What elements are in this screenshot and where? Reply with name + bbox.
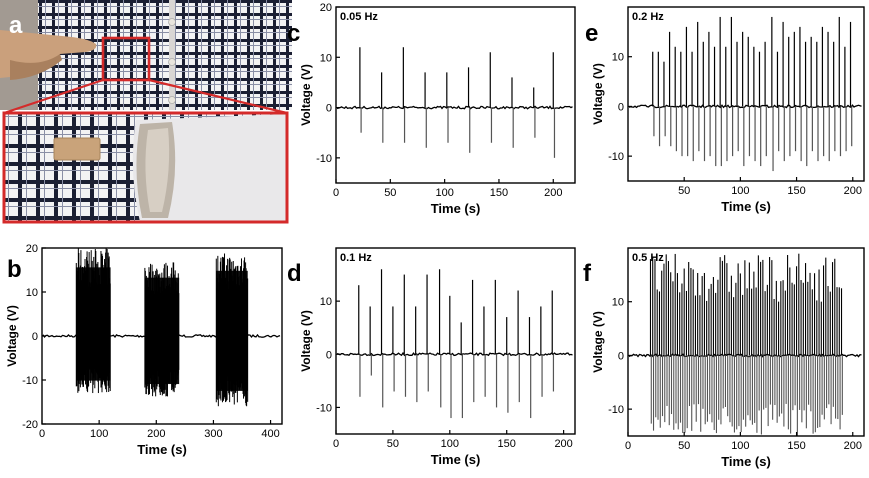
x-tick-label-b: 200 — [147, 428, 165, 440]
y-tick-label-c: 20 — [320, 2, 332, 14]
y-tick-label-e: -10 — [608, 151, 624, 163]
hand-shadow — [10, 54, 62, 80]
x-tick-label-f: 50 — [678, 440, 690, 452]
shirt-button-2 — [168, 58, 176, 66]
chart-b: 0 100 200 300 400 -20 -10 0 10 20 Time (s) Voltage … — [5, 243, 283, 457]
chart-e: 50 100 150 200 -10 0 10 Time (s) Voltage (V) 0.2 … — [591, 6, 865, 214]
panel-label-b: b — [7, 256, 22, 283]
x-axis-label-c: Time (s) — [431, 201, 481, 216]
x-tick-label-b: 100 — [90, 428, 108, 440]
zoom-line-left — [3, 78, 104, 115]
x-tick-label-d: 150 — [498, 438, 516, 450]
x-tick-label-c: 50 — [384, 187, 396, 199]
panel-label-e: e — [585, 20, 599, 47]
y-tick-label-c: 10 — [320, 52, 332, 64]
y-axis-label-d: Voltage (V) — [299, 310, 313, 372]
generator-patch — [53, 137, 101, 161]
x-tick-label-b: 0 — [39, 428, 45, 440]
x-axis-label-d: Time (s) — [431, 452, 481, 467]
axes-frame-c — [335, 6, 576, 184]
electrode-foil-highlight — [145, 128, 170, 212]
panel-label-d: d — [287, 260, 302, 287]
axes-frame-d — [335, 247, 576, 435]
y-axis-label-c: Voltage (V) — [299, 64, 313, 126]
panel-label-c: c — [287, 20, 301, 47]
photo-panel-a — [0, 0, 292, 224]
y-tick-label-c: 0 — [326, 103, 332, 115]
chart-c: 0 50 100 150 200 -10 0 10 20 Time (s) Voltage (V) 0… — [299, 2, 576, 216]
series-baseline-d — [336, 351, 573, 357]
y-tick-label-d: 0 — [326, 349, 332, 361]
zoom-line-right — [148, 78, 288, 115]
burst-b-2 — [215, 253, 249, 407]
x-axis-label-e: Time (s) — [721, 199, 771, 214]
frequency-annotation-f: 0.5 Hz — [632, 252, 664, 264]
axes-frame-e — [627, 6, 865, 182]
x-axis-label-f: Time (s) — [721, 454, 771, 469]
x-tick-label-d: 50 — [387, 438, 399, 450]
y-tick-label-f: 0 — [618, 350, 624, 362]
shirt-checkered — [38, 0, 292, 110]
zoom-frame — [2, 111, 289, 224]
y-tick-label-f: 10 — [612, 297, 624, 309]
x-tick-label-f: 200 — [844, 440, 862, 452]
shirt-button-3 — [168, 96, 176, 104]
x-tick-label-c: 200 — [544, 187, 562, 199]
frequency-annotation-d: 0.1 Hz — [340, 252, 372, 264]
x-tick-label-d: 100 — [441, 438, 459, 450]
chart-f: 0 50 100 150 200 -10 0 10 Time (s) Voltage (V) 0.5… — [591, 247, 865, 469]
x-tick-label-f: 100 — [731, 440, 749, 452]
y-tick-label-b: -20 — [22, 419, 38, 431]
x-axis-label-b: Time (s) — [137, 442, 187, 457]
y-tick-label-b: 10 — [26, 287, 38, 299]
y-tick-label-b: -10 — [22, 375, 38, 387]
series-baseline-e — [628, 104, 862, 109]
shirt-button-1 — [168, 18, 176, 26]
panel-label-a: a — [9, 12, 23, 39]
x-tick-label-b: 400 — [261, 428, 279, 440]
x-tick-label-f: 150 — [787, 440, 805, 452]
zoom-box — [101, 36, 151, 82]
x-tick-label-d: 0 — [333, 438, 339, 450]
y-tick-label-c: -10 — [316, 153, 332, 165]
x-tick-label-c: 150 — [490, 187, 508, 199]
x-tick-label-e: 150 — [787, 185, 805, 197]
y-axis-label-b: Voltage (V) — [5, 305, 19, 367]
axes-frame-f — [627, 247, 865, 437]
x-tick-label-b: 300 — [204, 428, 222, 440]
x-tick-label-e: 200 — [844, 185, 862, 197]
x-tick-label-c: 100 — [435, 187, 453, 199]
x-tick-label-e: 100 — [731, 185, 749, 197]
y-tick-label-b: 20 — [26, 243, 38, 255]
frequency-annotation-c: 0.05 Hz — [340, 11, 378, 23]
y-axis-label-e: Voltage (V) — [591, 63, 605, 125]
x-tick-label-f: 0 — [625, 440, 631, 452]
y-tick-label-b: 0 — [32, 331, 38, 343]
y-tick-label-e: 0 — [618, 101, 624, 113]
x-tick-label-e: 50 — [678, 185, 690, 197]
chart-d: 0 50 100 150 200 -10 0 10 Time (s) Voltage (V) 0.1… — [299, 247, 576, 467]
frequency-annotation-e: 0.2 Hz — [632, 11, 664, 23]
y-tick-label-d: 10 — [320, 296, 332, 308]
y-tick-label-f: -10 — [608, 404, 624, 416]
y-tick-label-e: 10 — [612, 52, 624, 64]
x-tick-label-c: 0 — [333, 187, 339, 199]
panel-label-f: f — [583, 260, 591, 287]
y-tick-label-d: -10 — [316, 402, 332, 414]
series-baseline-c — [336, 105, 573, 110]
burst-b-0 — [75, 248, 111, 394]
y-axis-label-f: Voltage (V) — [591, 311, 605, 373]
burst-b-1 — [144, 262, 180, 397]
x-tick-label-d: 200 — [554, 438, 572, 450]
